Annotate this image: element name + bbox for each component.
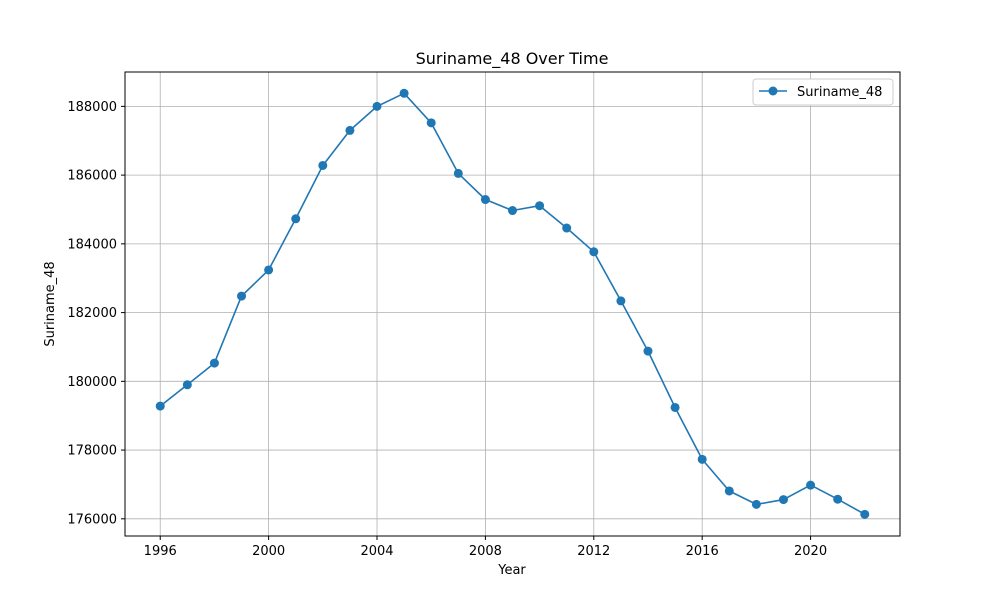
x-tick-label: 2004: [360, 544, 393, 559]
data-point: [426, 118, 436, 128]
data-point: [318, 160, 328, 170]
data-point: [345, 125, 355, 135]
data-point: [643, 346, 653, 356]
grid-lines: [125, 72, 900, 536]
data-point: [833, 494, 843, 504]
y-tick-label: 178000: [67, 444, 117, 459]
data-point: [508, 206, 517, 216]
y-tick-label: 186000: [67, 169, 117, 184]
y-tick-label: 180000: [67, 375, 117, 390]
y-axis: 176000 178000 180000 182000 184000 186000 1880…: [67, 100, 125, 527]
data-point: [264, 265, 274, 275]
legend-marker-suriname-48: [768, 86, 778, 96]
data-point: [209, 358, 219, 368]
x-axis-label: Year: [497, 563, 526, 578]
y-axis-label: Suriname_48: [43, 261, 58, 346]
y-tick-label: 182000: [67, 306, 117, 321]
x-tick-label: 1996: [144, 544, 177, 559]
data-point: [535, 201, 545, 211]
x-tick-label: 2000: [252, 544, 285, 559]
data-point: [860, 509, 870, 519]
legend-box: [752, 78, 894, 106]
data-point: [399, 88, 409, 98]
y-tick-label: 188000: [67, 100, 117, 115]
x-tick-label: 2016: [686, 544, 719, 559]
data-point: [697, 454, 707, 464]
data-point: [724, 486, 734, 496]
data-point: [562, 223, 572, 233]
data-point: [778, 495, 788, 505]
data-point: [751, 499, 761, 509]
x-tick-label: 2012: [577, 544, 610, 559]
y-tick-label: 176000: [67, 512, 117, 527]
series-group: [155, 88, 870, 519]
data-point: [237, 291, 247, 301]
data-point: [372, 101, 382, 111]
legend-label-suriname-48: Suriname_48: [797, 85, 882, 100]
plot-area-frame: [124, 71, 901, 537]
chart-title: Suriname_48 Over Time: [416, 49, 609, 69]
data-point: [453, 168, 463, 178]
legend: Suriname_48: [752, 78, 894, 106]
data-point: [806, 480, 816, 490]
data-point: [616, 296, 626, 306]
y-tick-label: 184000: [67, 237, 117, 252]
x-tick-label: 2020: [794, 544, 827, 559]
data-point: [291, 214, 301, 224]
data-point: [670, 402, 680, 412]
data-point: [182, 380, 192, 390]
data-point: [155, 401, 165, 411]
data-point: [480, 195, 490, 205]
x-tick-label: 2008: [469, 544, 502, 559]
data-point: [589, 247, 599, 257]
x-axis: 1996 2000 2004 2008 2012 2016 2020: [144, 536, 827, 559]
